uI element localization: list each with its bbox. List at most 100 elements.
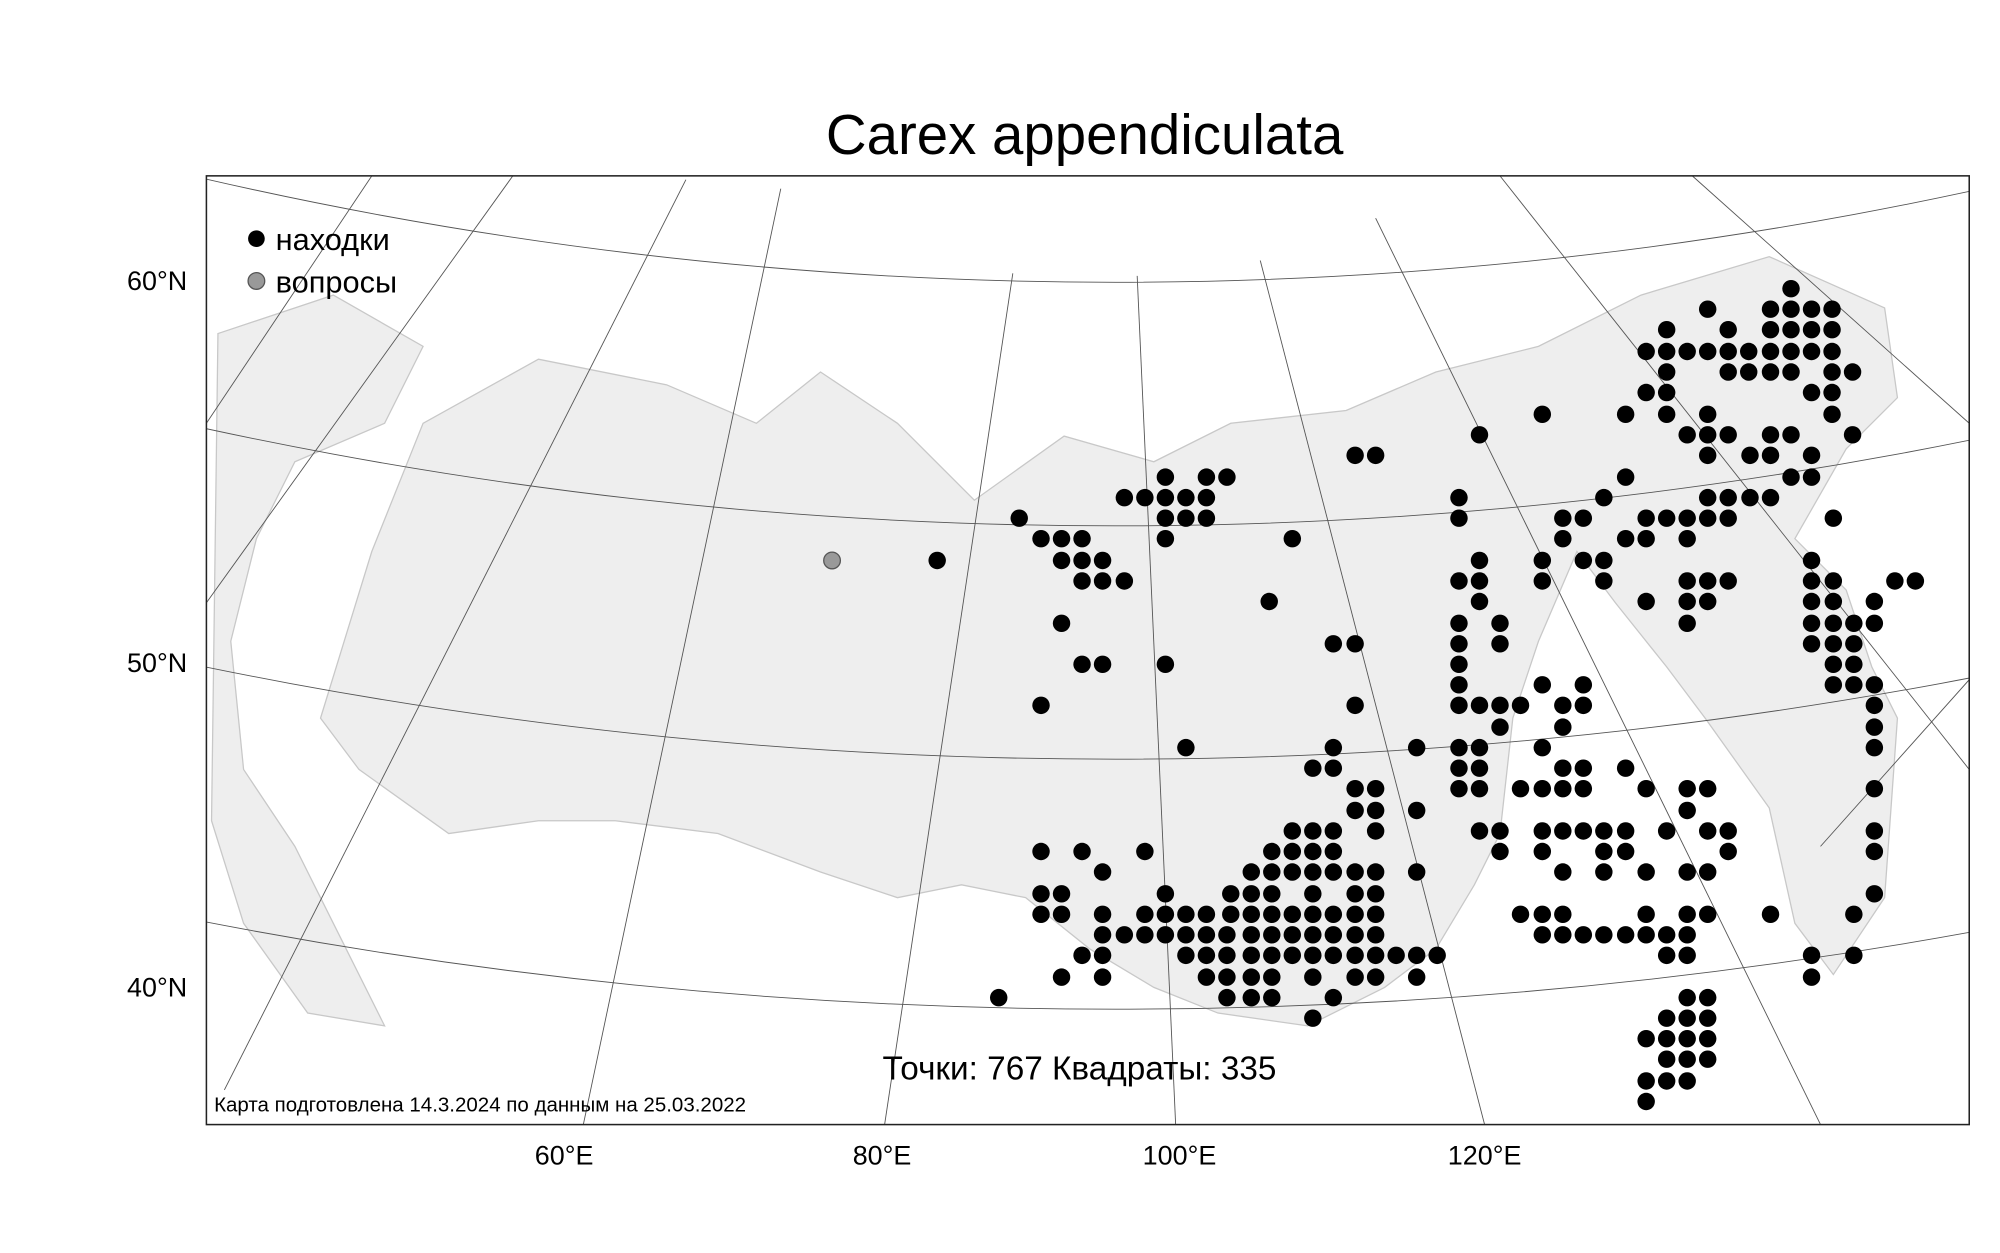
find-dot [1052,885,1071,903]
find-dot [1802,635,1821,653]
find-dot [1197,468,1216,486]
find-dot [1242,885,1260,903]
find-dot [1177,509,1195,527]
find-dot [1657,383,1676,402]
find-dot [1782,320,1800,339]
meridian [206,175,373,424]
find-dot [1197,905,1216,924]
find-dot [1283,946,1302,965]
lon-label: 120°E [1448,1140,1522,1170]
find-dot [1865,592,1884,611]
find-dot [1802,551,1821,570]
meridian [1259,260,1486,1125]
find-dot [1115,926,1134,944]
find-dot [1156,529,1175,548]
find-dot [1865,842,1884,861]
find-dot [1824,592,1843,611]
find-dot [1093,905,1112,924]
find-dot [1678,509,1696,527]
find-dot [1010,509,1028,527]
find-dot [1802,320,1821,339]
find-dot [1177,488,1195,507]
find-dot [1824,572,1843,590]
find-dot [1719,342,1737,361]
find-dot [1865,885,1884,903]
find-dot [1346,801,1364,820]
find-dot [1304,822,1322,840]
find-dot [1782,342,1800,361]
find-dot [1554,779,1572,798]
find-dot [1304,1009,1322,1027]
find-dot [1845,676,1863,694]
find-dot [1032,842,1050,861]
find-dot [1324,738,1343,757]
find-dot [1637,529,1655,548]
find-dot [1450,614,1468,633]
find-dot [1802,614,1821,633]
find-dot [1802,300,1821,318]
find-dot [1407,946,1426,965]
find-dot [1156,509,1175,527]
lat-label: 50°N [127,648,187,678]
find-dot [1698,426,1717,444]
find-dot [1574,926,1593,944]
find-dot [1657,822,1676,840]
find-dot [1136,926,1154,944]
find-dot [1533,551,1552,570]
find-dot [1823,320,1841,339]
meridian [1136,275,1177,1125]
find-dot [1637,1072,1655,1090]
find-dot [1052,968,1071,986]
find-dot [1324,905,1343,924]
find-dot [1283,863,1302,881]
find-dot [1346,946,1364,965]
find-dot [1845,635,1863,653]
find-dot [1595,863,1613,881]
find-dot [1824,635,1843,653]
find-dot [1845,905,1863,924]
find-dot [1843,363,1862,381]
find-dot [1761,342,1780,361]
find-dot [1283,905,1302,924]
find-dot [1346,863,1364,881]
meridian [206,175,514,604]
find-dot [1115,572,1134,590]
find-dot [1093,926,1112,944]
find-dot [1657,405,1676,424]
find-dot [1865,738,1884,757]
find-dot [1032,905,1050,924]
find-dot [1637,1029,1655,1048]
find-dot [1616,405,1635,424]
find-dot [1554,718,1572,736]
find-dot [1761,905,1780,924]
find-dot [1346,446,1364,465]
find-dot [1491,614,1509,633]
find-dot [1283,529,1302,548]
find-dot [1823,363,1841,381]
find-dot [1407,863,1426,881]
find-dot [1802,968,1821,986]
meridian [1820,679,1970,847]
find-dot [1761,488,1780,507]
meridian [884,273,1014,1125]
find-dot [1242,926,1260,944]
find-dot [1698,572,1717,590]
meridian [223,179,687,1091]
find-dot [1407,968,1426,986]
find-dot [1719,426,1737,444]
find-dot [1824,676,1843,694]
find-dot [1698,509,1717,527]
find-dot [1741,488,1759,507]
find-dot [1678,1009,1696,1027]
find-dot [1657,320,1676,339]
find-dot [1782,468,1800,486]
find-dot [1574,551,1593,570]
find-dot [1657,926,1676,944]
find-dot [1450,655,1468,674]
find-dot [1595,572,1613,590]
find-dot [1283,926,1302,944]
find-dot [1324,946,1343,965]
find-dot [1678,614,1696,633]
find-dot [1554,926,1572,944]
